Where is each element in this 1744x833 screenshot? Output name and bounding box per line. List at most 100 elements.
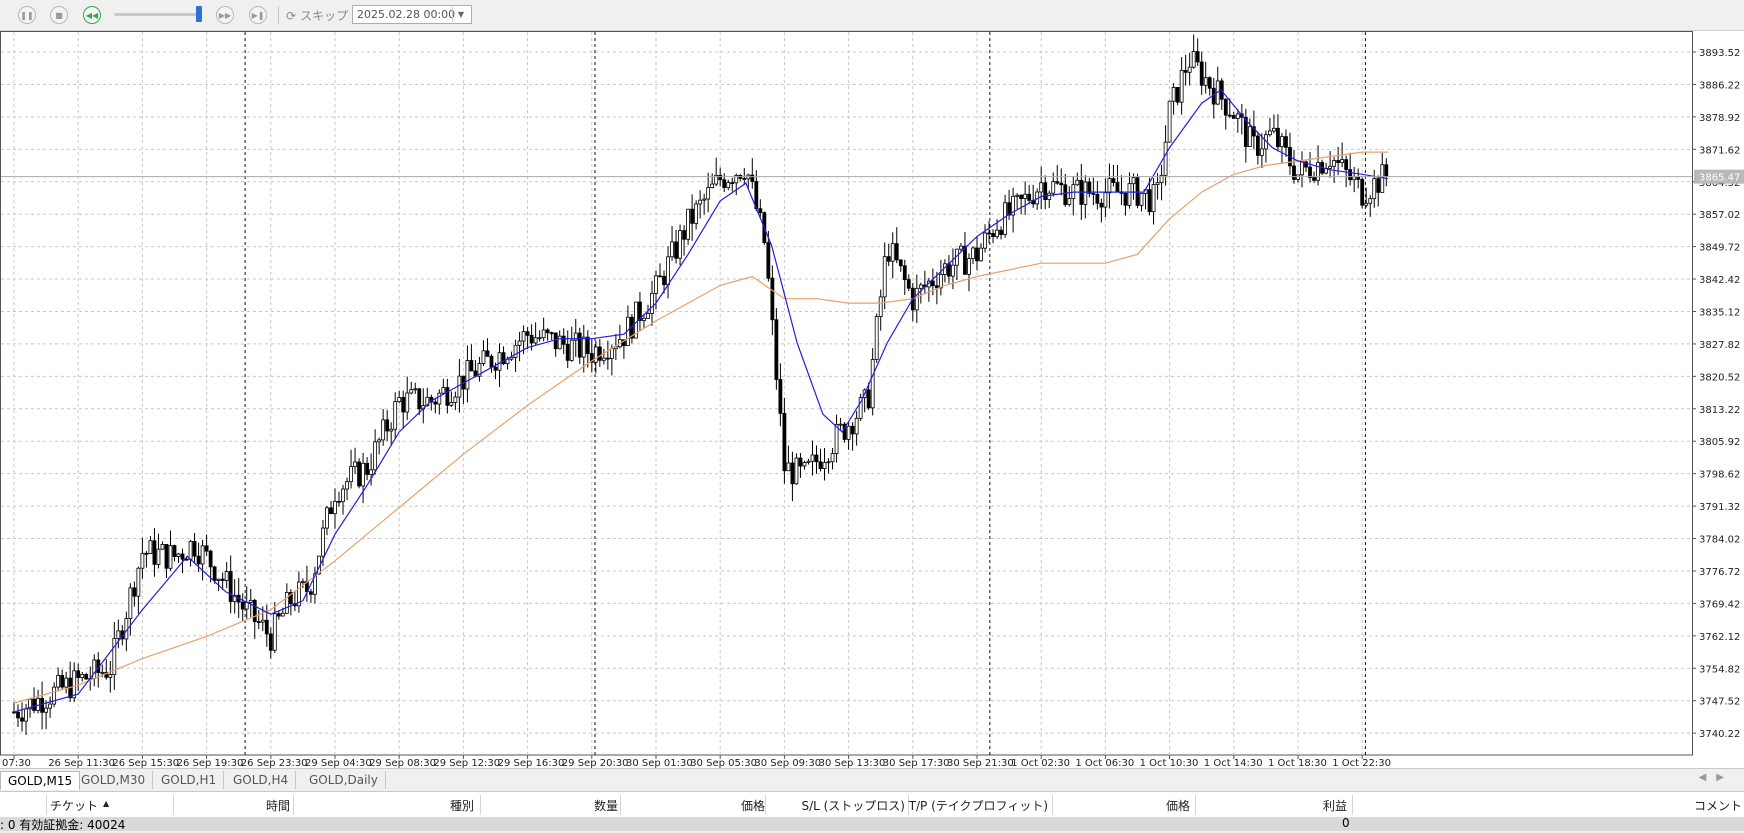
candle-body: [662, 275, 666, 286]
candle-body: [321, 527, 325, 557]
candle-body: [397, 397, 402, 403]
column-header[interactable]: チケット: [50, 799, 99, 813]
candle-body: [1259, 148, 1264, 156]
candle-body: [549, 332, 554, 335]
speed-slider-thumb[interactable]: [196, 6, 202, 22]
tab-gold-m30[interactable]: GOLD,M30: [74, 771, 154, 789]
candle-body: [108, 674, 113, 678]
candle-body: [1199, 61, 1204, 86]
time-tick-label: 26 Sep 23:30: [241, 758, 308, 768]
candle-body: [1328, 165, 1332, 169]
candle-body: [1099, 202, 1104, 208]
candle-body: [1111, 178, 1116, 183]
tab-gold-h1[interactable]: GOLD,H1: [154, 771, 225, 789]
column-separator[interactable]: [173, 795, 174, 815]
time-tick-label: 29 Sep 16:30: [498, 758, 565, 768]
fast-forward-icon[interactable]: ▶▶: [216, 6, 234, 24]
time-tick-label: 30 Sep 01:30: [626, 758, 693, 768]
column-header[interactable]: 時間: [265, 799, 290, 813]
candle-body: [481, 350, 486, 364]
candle-body: [232, 594, 237, 602]
rewind-icon[interactable]: ◀◀: [83, 6, 101, 24]
candle-body: [1316, 162, 1320, 181]
column-header[interactable]: 価格: [1165, 799, 1190, 813]
skip-button[interactable]: ⟳ スキップ: [286, 7, 348, 24]
column-separator[interactable]: [1352, 795, 1353, 815]
candle-body: [802, 462, 807, 467]
candle-body: [577, 332, 582, 358]
candle-body: [1039, 182, 1044, 193]
chart-canvas[interactable]: 3893.523886.223878.923871.623864.323857.…: [0, 31, 1744, 768]
candle-body: [1308, 166, 1312, 178]
tab-gold-daily[interactable]: GOLD,Daily: [302, 771, 386, 789]
chevron-down-icon[interactable]: ▼: [452, 7, 469, 22]
candle-body: [389, 428, 394, 432]
candle-body: [132, 587, 137, 597]
candle-body: [373, 441, 378, 471]
candle-body: [485, 350, 490, 357]
candle-body: [533, 337, 538, 344]
price-chart[interactable]: 3893.523886.223878.923871.623864.323857.…: [0, 31, 1744, 768]
ma-fast-line: [13, 89, 1389, 713]
current-price-box: [1694, 169, 1744, 184]
time-tick-label: 29 Sep 20:30: [562, 758, 629, 768]
column-separator[interactable]: [1195, 795, 1196, 815]
candle-body: [168, 545, 173, 569]
column-header[interactable]: T/P (テイクプロフィット): [908, 799, 1048, 813]
time-tick-label: 26 Sep 19:30: [177, 758, 244, 768]
candle-body: [1203, 77, 1208, 86]
candle-body: [934, 285, 939, 289]
candle-body: [714, 174, 719, 185]
candle-body: [1292, 165, 1296, 180]
column-header[interactable]: 利益: [1322, 799, 1347, 813]
column-separator[interactable]: [480, 795, 481, 815]
column-separator[interactable]: [908, 795, 909, 815]
column-separator[interactable]: [46, 795, 47, 815]
candle-body: [734, 174, 739, 184]
candle-body: [128, 587, 133, 619]
candle-body: [967, 258, 971, 275]
candle-body: [1191, 51, 1196, 68]
tab-gold-h4[interactable]: GOLD,H4: [226, 771, 297, 789]
candle-body: [140, 552, 145, 569]
candle-body: [1272, 127, 1276, 132]
candle-body: [794, 457, 799, 485]
candle-body: [1247, 126, 1252, 147]
tab-gold-m15[interactable]: GOLD,M15: [0, 771, 81, 790]
speed-slider[interactable]: [114, 13, 200, 16]
candle-body: [1115, 182, 1120, 193]
stop-icon[interactable]: ■: [50, 6, 68, 24]
column-separator[interactable]: [293, 795, 294, 815]
column-header[interactable]: コメント: [1693, 799, 1742, 813]
candle-body: [172, 545, 177, 557]
candle-body: [48, 703, 53, 709]
candle-body: [906, 279, 911, 289]
candle-body: [1332, 160, 1337, 167]
candle-body: [16, 711, 20, 719]
candle-body: [1223, 98, 1228, 116]
column-header[interactable]: S/L (ストップロス): [801, 799, 905, 813]
candle-body: [525, 331, 530, 336]
column-header[interactable]: 数量: [593, 799, 618, 813]
candle-body: [441, 387, 446, 394]
current-price-label: 3865.47: [1699, 173, 1740, 184]
column-separator[interactable]: [1052, 795, 1053, 815]
skip-date-input[interactable]: 2025.02.28 00:00 ▼: [352, 5, 472, 24]
price-tick-label: 3754.82: [1699, 664, 1740, 675]
candle-body: [272, 613, 277, 651]
column-header[interactable]: 価格: [740, 799, 765, 813]
step-end-icon[interactable]: ▶❚: [249, 6, 267, 24]
column-header[interactable]: 種別: [449, 799, 474, 813]
candle-body: [252, 599, 257, 622]
column-separator[interactable]: [765, 795, 766, 815]
tab-scroll-icon[interactable]: ◀▶: [1698, 772, 1734, 783]
candle-body: [951, 264, 955, 277]
candle-body: [694, 203, 699, 224]
candle-body: [758, 208, 763, 214]
candle-body: [750, 174, 755, 182]
column-separator[interactable]: [620, 795, 621, 815]
candle-body: [353, 461, 357, 468]
candle-body: [200, 545, 205, 565]
pause-icon[interactable]: ❚❚: [18, 6, 36, 24]
candle-body: [1095, 193, 1100, 204]
